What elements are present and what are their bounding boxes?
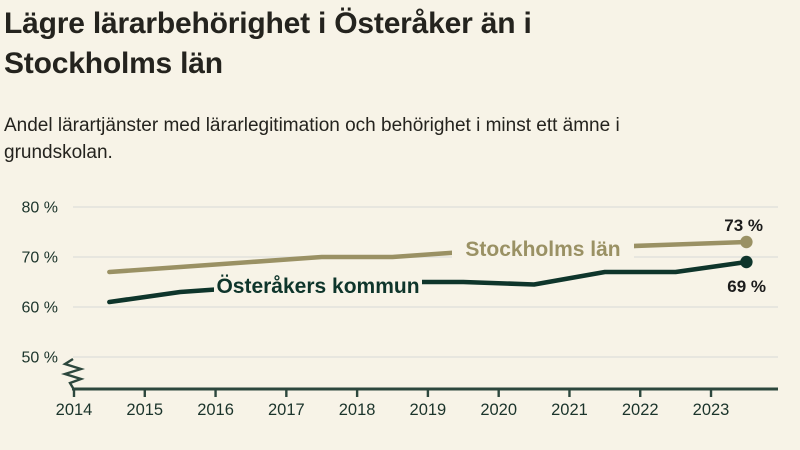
- axis-break-zigzag: [60, 357, 86, 389]
- y-axis-tick-label: 70 %: [22, 250, 58, 267]
- title-line-1: Lägre lärarbehörighet i Österåker än i: [4, 7, 532, 40]
- page-title: Lägre lärarbehörighet i Österåker än i S…: [4, 4, 784, 84]
- title-line-2: Stockholms län: [4, 47, 223, 80]
- x-axis-tick-label: 2017: [268, 401, 305, 419]
- x-axis-tick-label: 2022: [622, 401, 659, 419]
- subtitle-line-1: Andel lärartjänster med lärarlegitimatio…: [4, 115, 620, 136]
- series-label-backdrop: [452, 238, 634, 264]
- x-axis-tick-label: 2016: [197, 401, 234, 419]
- y-axis-tick-label: 80 %: [22, 200, 58, 217]
- subtitle-line-2: grundskolan.: [4, 142, 113, 163]
- series-line-stockholm: [107, 239, 749, 275]
- y-axis-tick-label: 60 %: [22, 300, 58, 317]
- x-axis-tick-label: 2023: [693, 401, 730, 419]
- end-value-label: 73 %: [724, 216, 763, 235]
- series-label-stockholm: Stockholms län: [465, 238, 620, 261]
- end-value-label: 69 %: [727, 277, 766, 296]
- series-line-osteraker: [107, 259, 749, 305]
- x-axis-tick-label: 2015: [126, 401, 163, 419]
- x-axis-tick-label: 2018: [339, 401, 376, 419]
- x-axis-tick-label: 2019: [410, 401, 447, 419]
- x-axis-tick-label: 2020: [480, 401, 517, 419]
- series-end-dot-stockholm: [740, 235, 753, 249]
- series-label-backdrop: [214, 272, 422, 302]
- x-axis-tick-label: 2021: [551, 401, 588, 419]
- chart-subtitle: Andel lärartjänster med lärarlegitimatio…: [4, 112, 794, 166]
- series-label-osteraker: Österåkers kommun: [216, 275, 419, 298]
- y-axis-tick-label: 50 %: [22, 350, 58, 367]
- x-axis-tick-label: 2014: [56, 401, 93, 419]
- series-end-dot-osteraker: [740, 255, 753, 269]
